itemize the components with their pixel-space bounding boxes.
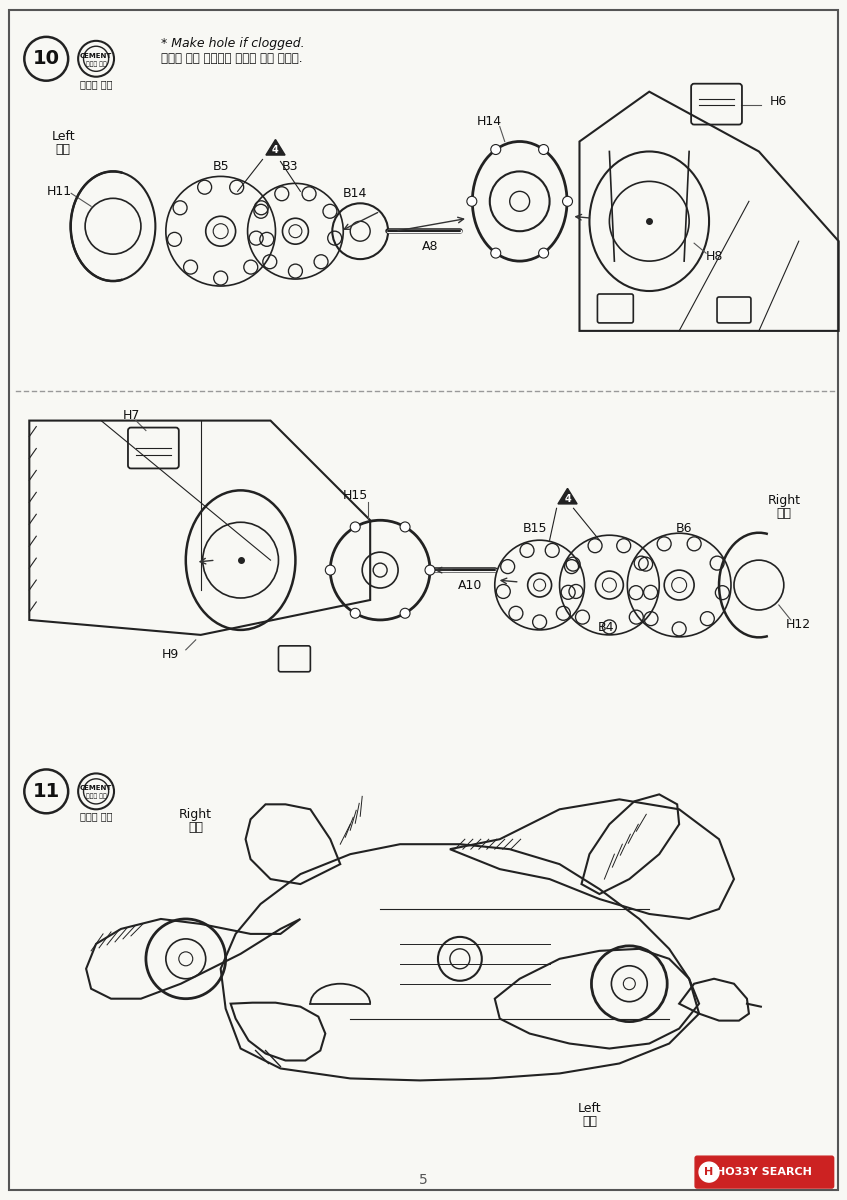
FancyBboxPatch shape — [695, 1156, 833, 1188]
Text: 접착제 사용: 접착제 사용 — [86, 793, 107, 799]
Circle shape — [325, 565, 335, 575]
Circle shape — [351, 608, 360, 618]
Polygon shape — [266, 139, 285, 155]
Text: * Make hole if clogged.: * Make hole if clogged. — [161, 37, 304, 50]
Text: A10: A10 — [457, 578, 482, 592]
Text: B15: B15 — [523, 522, 547, 535]
Text: B4: B4 — [598, 622, 615, 635]
Text: A8: A8 — [422, 240, 438, 253]
Text: Right: Right — [767, 494, 800, 506]
Text: Right: Right — [180, 808, 213, 821]
Text: B5: B5 — [213, 160, 229, 173]
Text: 접착제 사용: 접착제 사용 — [80, 79, 113, 89]
Text: B3: B3 — [282, 160, 299, 173]
Text: CEMENT: CEMENT — [80, 53, 113, 59]
Text: CEMENT: CEMENT — [80, 785, 113, 791]
Text: 10: 10 — [33, 49, 60, 68]
Circle shape — [562, 197, 573, 206]
Text: H: H — [705, 1168, 714, 1177]
Text: H14: H14 — [477, 115, 502, 128]
Text: H8: H8 — [706, 250, 722, 263]
Circle shape — [539, 248, 549, 258]
Circle shape — [425, 565, 435, 575]
Text: HO33Y SEARCH: HO33Y SEARCH — [716, 1168, 811, 1177]
Text: 11: 11 — [33, 782, 60, 800]
Text: H9: H9 — [163, 648, 180, 661]
Text: H6: H6 — [770, 95, 788, 108]
Circle shape — [539, 144, 549, 155]
Text: 4: 4 — [564, 493, 571, 504]
Text: 5: 5 — [418, 1174, 428, 1187]
Text: 좌측: 좌측 — [582, 1115, 597, 1128]
Text: B14: B14 — [343, 187, 368, 200]
Text: H11: H11 — [47, 185, 72, 198]
Text: H7: H7 — [122, 409, 140, 422]
Circle shape — [699, 1162, 719, 1182]
Circle shape — [400, 608, 410, 618]
Polygon shape — [558, 488, 577, 504]
Text: 부품에 막이 있을경우 구멍을 뚫어 주세요.: 부품에 막이 있을경우 구멍을 뚫어 주세요. — [161, 53, 302, 65]
Text: 접착제 사용: 접착제 사용 — [86, 61, 107, 66]
Text: 4: 4 — [272, 145, 279, 155]
Text: H15: H15 — [342, 488, 368, 502]
Text: B6: B6 — [676, 522, 692, 535]
Text: H12: H12 — [786, 618, 811, 631]
Text: Left: Left — [578, 1102, 601, 1115]
Text: Left: Left — [52, 130, 75, 143]
Text: 우측: 우측 — [777, 506, 791, 520]
Text: 우측: 우측 — [188, 821, 203, 834]
Circle shape — [400, 522, 410, 532]
Circle shape — [490, 248, 501, 258]
Circle shape — [467, 197, 477, 206]
Text: 접착제 사용: 접착제 사용 — [80, 811, 113, 821]
Circle shape — [351, 522, 360, 532]
Circle shape — [490, 144, 501, 155]
Text: 좌측: 좌측 — [56, 143, 70, 156]
